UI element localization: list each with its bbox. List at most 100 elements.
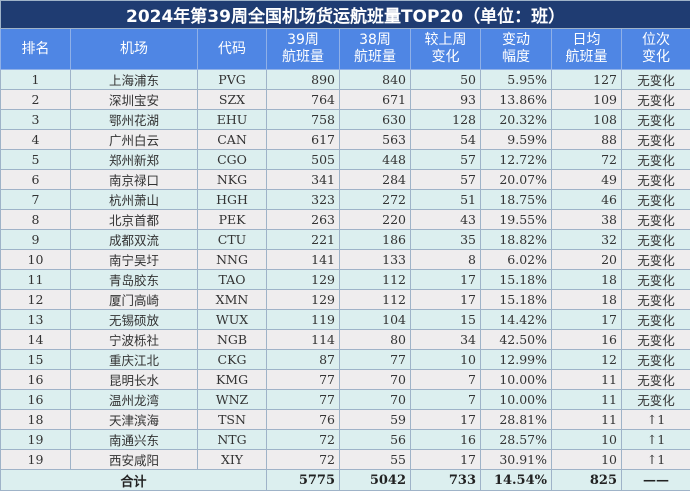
table-row: 7 杭州萧山 HGH 323 272 51 18.75% 46 无变化 (0, 189, 690, 210)
cell-change: 17 (410, 289, 481, 310)
cell-w39: 141 (266, 249, 340, 270)
cell-pct: 19.55% (480, 209, 552, 230)
cell-w38: 112 (339, 269, 411, 290)
cell-w38: 77 (339, 349, 411, 370)
cell-airport: 无锡硕放 (70, 309, 198, 330)
cell-w39: 87 (266, 349, 340, 370)
table-row: 16 昆明长水 KMG 77 70 7 10.00% 11 无变化 (0, 369, 690, 390)
cell-rank: 2 (0, 89, 71, 110)
cell-code: CKG (197, 349, 267, 370)
cell-daily: 49 (551, 169, 622, 190)
cell-airport: 厦门高崎 (70, 289, 198, 310)
cell-rank-change: 无变化 (620, 289, 690, 310)
cell-rank-change: 无变化 (620, 189, 690, 210)
cell-change: 7 (410, 369, 481, 390)
cell-pct: 18.75% (480, 189, 552, 210)
cell-rank: 3 (0, 109, 71, 130)
cell-w39: 341 (266, 169, 340, 190)
cell-rank: 4 (0, 129, 71, 150)
table-row: 14 宁波栎社 NGB 114 80 34 42.50% 16 无变化 (0, 329, 690, 350)
cell-w39: 263 (266, 209, 340, 230)
cell-code: PEK (197, 209, 267, 230)
cell-daily: 72 (551, 149, 622, 170)
cell-w38: 563 (339, 129, 411, 150)
cell-pct: 20.32% (480, 109, 552, 130)
cell-pct: 10.00% (480, 369, 552, 390)
cell-airport: 北京首都 (70, 209, 198, 230)
cell-rank-change: 无变化 (620, 229, 690, 250)
header-rank: 排名 (0, 28, 71, 70)
cell-rank: 1 (0, 69, 71, 90)
table-row: 3 鄂州花湖 EHU 758 630 128 20.32% 108 无变化 (0, 109, 690, 130)
cell-rank-change: 无变化 (620, 329, 690, 350)
cell-code: WUX (197, 309, 267, 330)
cell-change: 15 (410, 309, 481, 330)
cell-code: HGH (197, 189, 267, 210)
cell-code: KMG (197, 369, 267, 390)
cell-pct: 15.18% (480, 269, 552, 290)
cell-code: NNG (197, 249, 267, 270)
cell-daily: 18 (551, 269, 622, 290)
cell-change: 34 (410, 329, 481, 350)
table-row: 4 广州白云 CAN 617 563 54 9.59% 88 无变化 (0, 129, 690, 150)
table-row: 13 无锡硕放 WUX 119 104 15 14.42% 17 无变化 (0, 309, 690, 330)
cell-airport: 深圳宝安 (70, 89, 198, 110)
table-row: 6 南京禄口 NKG 341 284 57 20.07% 49 无变化 (0, 169, 690, 190)
cell-w38: 220 (339, 209, 411, 230)
cell-pct: 42.50% (480, 329, 552, 350)
cell-pct: 15.18% (480, 289, 552, 310)
cell-airport: 鄂州花湖 (70, 109, 198, 130)
table-row: 2 深圳宝安 SZX 764 671 93 13.86% 109 无变化 (0, 89, 690, 110)
cell-daily: 11 (551, 369, 622, 390)
cell-rank-change: 无变化 (620, 369, 690, 390)
cell-change: 93 (410, 89, 481, 110)
cell-rank-change: 无变化 (620, 349, 690, 370)
cell-w39: 129 (266, 289, 340, 310)
cell-w39: 323 (266, 189, 340, 210)
cell-code: TAO (197, 269, 267, 290)
cell-rank-change: 无变化 (620, 109, 690, 130)
cell-airport: 昆明长水 (70, 369, 198, 390)
cell-airport: 南通兴东 (70, 429, 198, 450)
cell-change: 51 (410, 189, 481, 210)
cell-rank: 10 (0, 249, 71, 270)
table-row: 15 重庆江北 CKG 87 77 10 12.99% 12 无变化 (0, 349, 690, 370)
cell-rank: 13 (0, 309, 71, 330)
cell-airport: 重庆江北 (70, 349, 198, 370)
table-row: 12 厦门高崎 XMN 129 112 17 15.18% 18 无变化 (0, 289, 690, 310)
cell-pct: 30.91% (480, 449, 552, 470)
cell-airport: 成都双流 (70, 229, 198, 250)
cell-w38: 671 (339, 89, 411, 110)
cell-daily: 32 (551, 229, 622, 250)
cell-rank: 16 (0, 369, 71, 390)
cell-code: SZX (197, 89, 267, 110)
cell-pct: 28.57% (480, 429, 552, 450)
cell-pct: 20.07% (480, 169, 552, 190)
cell-daily: 46 (551, 189, 622, 210)
header-w39: 39周 航班量 (266, 28, 340, 70)
total-change: 733 (410, 469, 481, 491)
cell-rank: 18 (0, 409, 71, 430)
total-pct: 14.54% (480, 469, 552, 491)
cell-change: 16 (410, 429, 481, 450)
table-title: 2024年第39周全国机场货运航班量TOP20（单位：班） (0, 0, 690, 29)
cell-rank-change: 无变化 (620, 269, 690, 290)
cell-w38: 630 (339, 109, 411, 130)
cell-code: CAN (197, 129, 267, 150)
cell-w38: 55 (339, 449, 411, 470)
cell-rank: 19 (0, 429, 71, 450)
cell-change: 54 (410, 129, 481, 150)
cell-daily: 127 (551, 69, 622, 90)
total-daily: 825 (551, 469, 622, 491)
cell-airport: 西安咸阳 (70, 449, 198, 470)
cell-code: EHU (197, 109, 267, 130)
cell-daily: 17 (551, 309, 622, 330)
cell-w38: 133 (339, 249, 411, 270)
cell-daily: 11 (551, 409, 622, 430)
cell-rank-change: 无变化 (620, 69, 690, 90)
cell-rank-change: 无变化 (620, 389, 690, 410)
cell-w38: 186 (339, 229, 411, 250)
cell-change: 50 (410, 69, 481, 90)
cell-w39: 72 (266, 429, 340, 450)
